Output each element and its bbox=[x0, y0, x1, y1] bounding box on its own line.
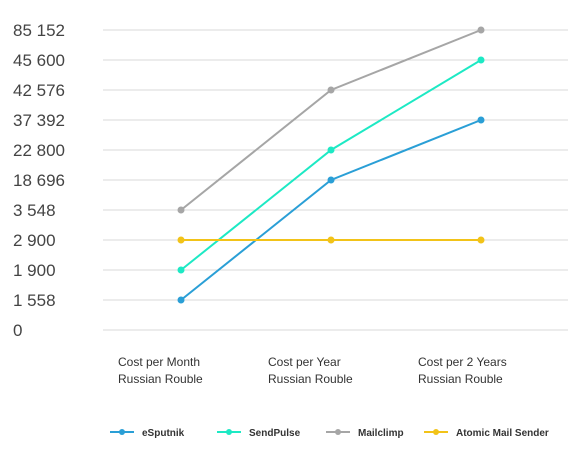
data-point-atomic-mail-sender bbox=[177, 236, 185, 244]
x-tick-label: Cost per Month Russian Rouble bbox=[118, 355, 203, 386]
data-point-mailclimp bbox=[477, 26, 485, 34]
y-tick-label: 2 900 bbox=[13, 231, 56, 250]
y-tick-label: 42 576 bbox=[13, 81, 65, 100]
data-point-esputnik bbox=[327, 176, 335, 184]
x-tick-label-line: Russian Rouble bbox=[118, 372, 203, 386]
y-tick-label: 1 558 bbox=[13, 291, 56, 310]
legend-swatch-marker bbox=[226, 429, 232, 435]
data-point-atomic-mail-sender bbox=[327, 236, 335, 244]
legend: eSputnik SendPulse Mailclimp Atomic Mail Se… bbox=[110, 428, 549, 439]
y-tick-label: 1 900 bbox=[13, 261, 56, 280]
x-tick-label-line: Cost per Year bbox=[268, 355, 341, 369]
legend-swatch-marker bbox=[119, 429, 125, 435]
legend-swatch-marker bbox=[433, 429, 439, 435]
legend-item-sendpulse: SendPulse bbox=[217, 428, 301, 439]
data-point-sendpulse bbox=[177, 266, 185, 274]
data-point-sendpulse bbox=[477, 56, 485, 64]
legend-item-mailclimp: Mailclimp bbox=[326, 428, 404, 439]
legend-label: SendPulse bbox=[249, 428, 301, 439]
y-tick-label: 45 600 bbox=[13, 51, 65, 70]
data-point-sendpulse bbox=[327, 146, 335, 154]
legend-label: eSputnik bbox=[142, 428, 185, 439]
x-tick-label-line: Russian Rouble bbox=[268, 372, 353, 386]
x-tick-label-line: Cost per 2 Years bbox=[418, 355, 507, 369]
series-lines bbox=[177, 26, 485, 304]
x-tick-label: Cost per Year Russian Rouble bbox=[268, 355, 353, 386]
y-tick-label: 3 548 bbox=[13, 201, 56, 220]
legend-label: Mailclimp bbox=[358, 428, 404, 439]
x-tick-label-line: Cost per Month bbox=[118, 355, 200, 369]
y-tick-label: 22 800 bbox=[13, 141, 65, 160]
data-point-mailclimp bbox=[177, 206, 185, 214]
y-tick-label: 0 bbox=[13, 321, 22, 340]
legend-label: Atomic Mail Sender bbox=[456, 428, 549, 439]
y-tick-label: 18 696 bbox=[13, 171, 65, 190]
legend-item-atomic-mail-sender: Atomic Mail Sender bbox=[424, 428, 549, 439]
y-tick-label: 37 392 bbox=[13, 111, 65, 130]
grid-lines bbox=[103, 29, 568, 331]
legend-item-esputnik: eSputnik bbox=[110, 428, 185, 439]
x-tick-label: Cost per 2 Years Russian Rouble bbox=[418, 355, 507, 386]
data-point-mailclimp bbox=[327, 86, 335, 94]
data-point-esputnik bbox=[477, 116, 485, 124]
y-axis-tick-labels: 85 152 45 600 42 576 37 392 22 800 18 696 3 54… bbox=[13, 21, 65, 340]
data-point-atomic-mail-sender bbox=[477, 236, 485, 244]
legend-swatch-marker bbox=[335, 429, 341, 435]
x-tick-label-line: Russian Rouble bbox=[418, 372, 503, 386]
data-point-esputnik bbox=[177, 296, 185, 304]
y-tick-label: 85 152 bbox=[13, 21, 65, 40]
